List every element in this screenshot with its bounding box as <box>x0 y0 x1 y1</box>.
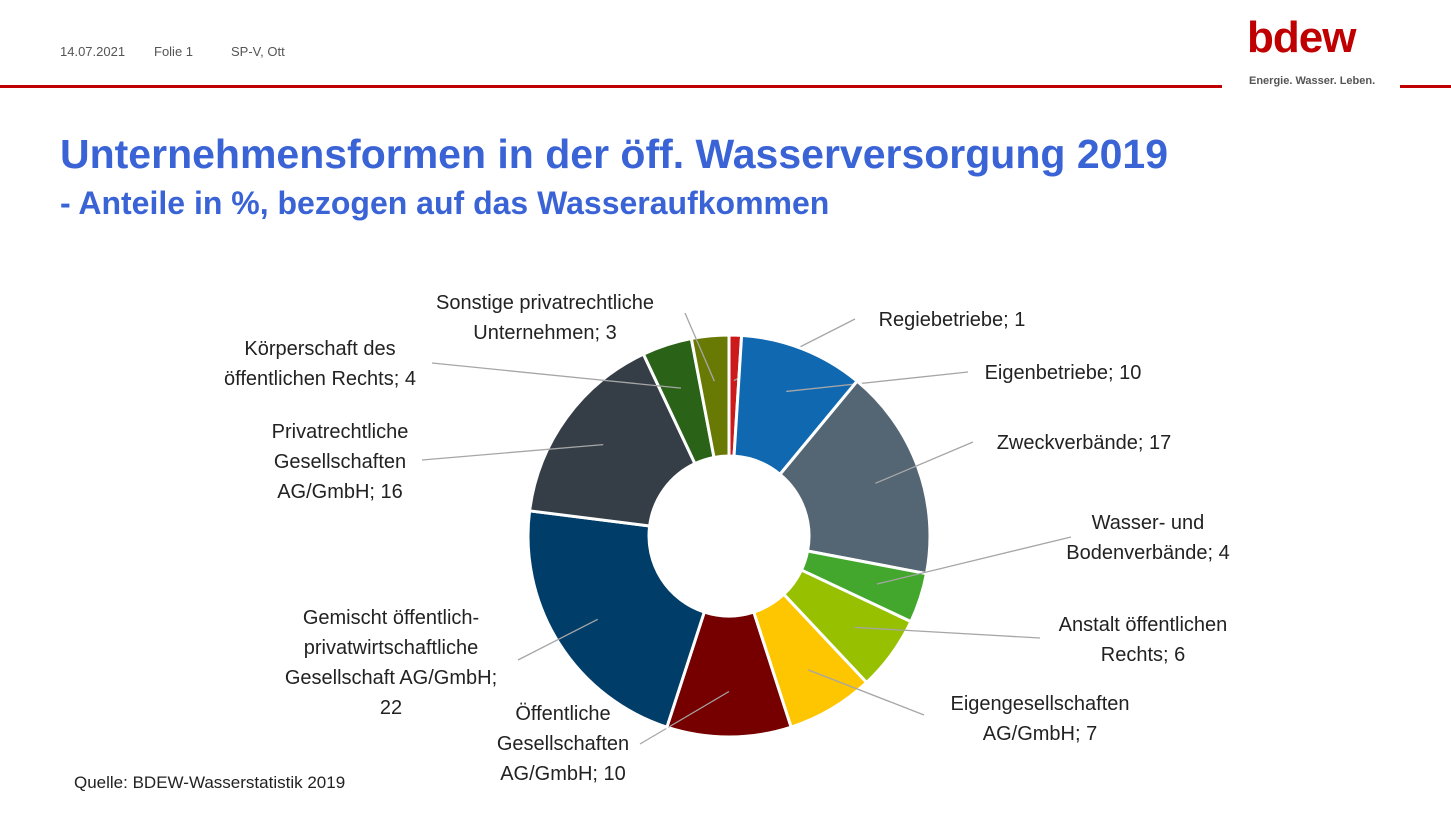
donut-slice <box>526 509 707 730</box>
bdew-logo: bdew <box>1247 13 1356 62</box>
leader-line <box>639 690 730 745</box>
slice-label: Regiebetriebe; 1 <box>879 309 1026 331</box>
leader-line <box>517 618 599 661</box>
slice-label: Zweckverbände; 17 <box>997 432 1172 454</box>
source-note: Quelle: BDEW-Wasserstatistik 2019 <box>74 773 346 792</box>
header-date: 14.07.2021 <box>60 44 126 59</box>
slide-subtitle: - Anteile in %, bezogen auf das Wasserau… <box>60 185 830 221</box>
slice-label: Gemischt öffentlich-privatwirtschaftlich… <box>285 607 497 719</box>
slice-label: Öffentliche Gesellschaften AG/GmbH; 10 <box>497 703 629 785</box>
slice-label: Eigenbetriebe; 10 <box>985 362 1142 384</box>
header-rule-right <box>1400 85 1451 88</box>
leader-line <box>431 362 682 389</box>
slice-label: Wasser- und Bodenverbände; 4 <box>1066 512 1229 564</box>
header-author: SP-V, Ott <box>231 44 285 59</box>
leader-line <box>421 443 604 461</box>
bdew-logo-tagline: Energie. Wasser. Leben. <box>1249 75 1376 87</box>
donut-slice <box>527 352 697 528</box>
leader-line <box>876 536 1072 585</box>
leader-line <box>854 626 1041 639</box>
slide-title: Unternehmensformen in der öff. Wasserver… <box>60 131 1169 177</box>
leader-line <box>875 441 974 484</box>
slice-label: Anstalt öffentlichen Rechts; 6 <box>1059 614 1228 666</box>
slice-label: Sonstige privatrechtliche Unternehmen; 3 <box>436 292 654 344</box>
leader-line <box>807 669 925 716</box>
leader-line <box>786 371 969 393</box>
slice-label: Privatrechtliche Gesellschaften AG/GmbH; 1… <box>272 421 409 503</box>
header-slide-number: Folie 1 <box>154 44 194 59</box>
header-rule-left <box>0 85 1222 88</box>
slice-label: Körperschaft des öffentlichen Rechts; 4 <box>224 338 416 390</box>
donut-slice <box>689 333 731 460</box>
leader-line <box>684 312 715 382</box>
donut-slice <box>777 379 932 576</box>
slice-label: Eigengesellschaften AG/GmbH; 7 <box>950 693 1129 745</box>
